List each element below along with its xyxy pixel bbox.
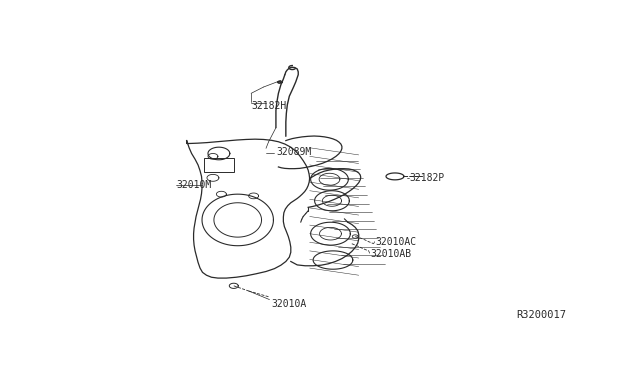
Text: 32182H: 32182H	[251, 101, 286, 111]
Text: 32010M: 32010M	[177, 180, 212, 190]
Text: 32010AC: 32010AC	[375, 237, 416, 247]
Text: 32182P: 32182P	[410, 173, 445, 183]
Text: 32010AB: 32010AB	[370, 249, 412, 259]
Text: R3200017: R3200017	[516, 310, 566, 320]
Text: 32089M: 32089M	[276, 147, 311, 157]
Text: 32010A: 32010A	[271, 299, 306, 309]
